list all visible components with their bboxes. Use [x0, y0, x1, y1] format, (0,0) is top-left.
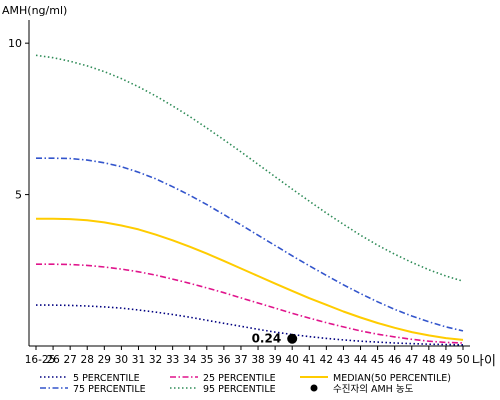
x-tick-label: 32 [149, 354, 162, 366]
x-tick-label: 48 [422, 354, 435, 366]
legend-label: 95 PERCENTILE [203, 384, 276, 395]
x-tick-label: 43 [337, 354, 350, 366]
x-tick-label: 47 [405, 354, 418, 366]
series-line-median-50-percentile [36, 217, 464, 341]
legend-label: MEDIAN(50 PERCENTILE) [333, 373, 451, 384]
x-tick-label: 29 [98, 354, 111, 366]
x-tick-label: 38 [251, 354, 264, 366]
series-line-75-percentile [36, 157, 464, 332]
patient-amh-point [287, 333, 298, 344]
y-axis-label: AMH(ng/ml) [2, 4, 67, 17]
series-line-5-percentile [36, 304, 464, 346]
x-tick-label: 40 [286, 354, 299, 366]
x-tick-label: 44 [354, 354, 368, 366]
x-tick-label: 42 [320, 354, 333, 366]
x-tick-label: 45 [371, 354, 384, 366]
legend-marker-dot [310, 384, 318, 392]
x-tick-label: 16-25 [25, 354, 56, 366]
x-tick-label: 35 [200, 354, 213, 366]
axes: AMH(ng/ml) 나이 [2, 4, 496, 369]
y-tick-label: 10 [8, 37, 22, 50]
legend-label: 수진자의 AMH 농도 [333, 384, 414, 395]
x-axis-label: 나이 [472, 354, 496, 369]
x-tick-label: 33 [166, 354, 179, 366]
patient-amh-value-label: 0.24 [252, 332, 282, 346]
x-tick-label: 28 [81, 354, 94, 366]
x-tick-label: 50 [456, 354, 469, 366]
x-tick-label: 36 [217, 354, 231, 366]
x-tick-label: 46 [388, 354, 402, 366]
x-tick-label: 31 [132, 354, 145, 366]
patient-marker: 0.24 [252, 332, 298, 346]
x-tick-label: 41 [303, 354, 316, 366]
x-tick-label: 49 [439, 354, 452, 366]
x-tick-label: 27 [63, 354, 76, 366]
legend-label: 25 PERCENTILE [203, 373, 276, 384]
x-tick-label: 34 [183, 354, 197, 366]
y-tick-label: 5 [15, 189, 22, 202]
series-line-95-percentile [35, 54, 464, 282]
x-tick-label: 39 [268, 354, 281, 366]
series-line-25-percentile [36, 263, 464, 344]
x-tick-label: 30 [115, 354, 128, 366]
x-tick-label: 26 [46, 354, 60, 366]
legend-label: 5 PERCENTILE [73, 373, 140, 384]
series-lines [35, 54, 464, 346]
x-tick-label: 37 [234, 354, 247, 366]
legend: 5 PERCENTILE 25 PERCENTILE MEDIAN(50 PERCE… [40, 373, 451, 395]
y-ticks: 5 10 [8, 37, 29, 202]
legend-label: 75 PERCENTILE [73, 384, 146, 395]
